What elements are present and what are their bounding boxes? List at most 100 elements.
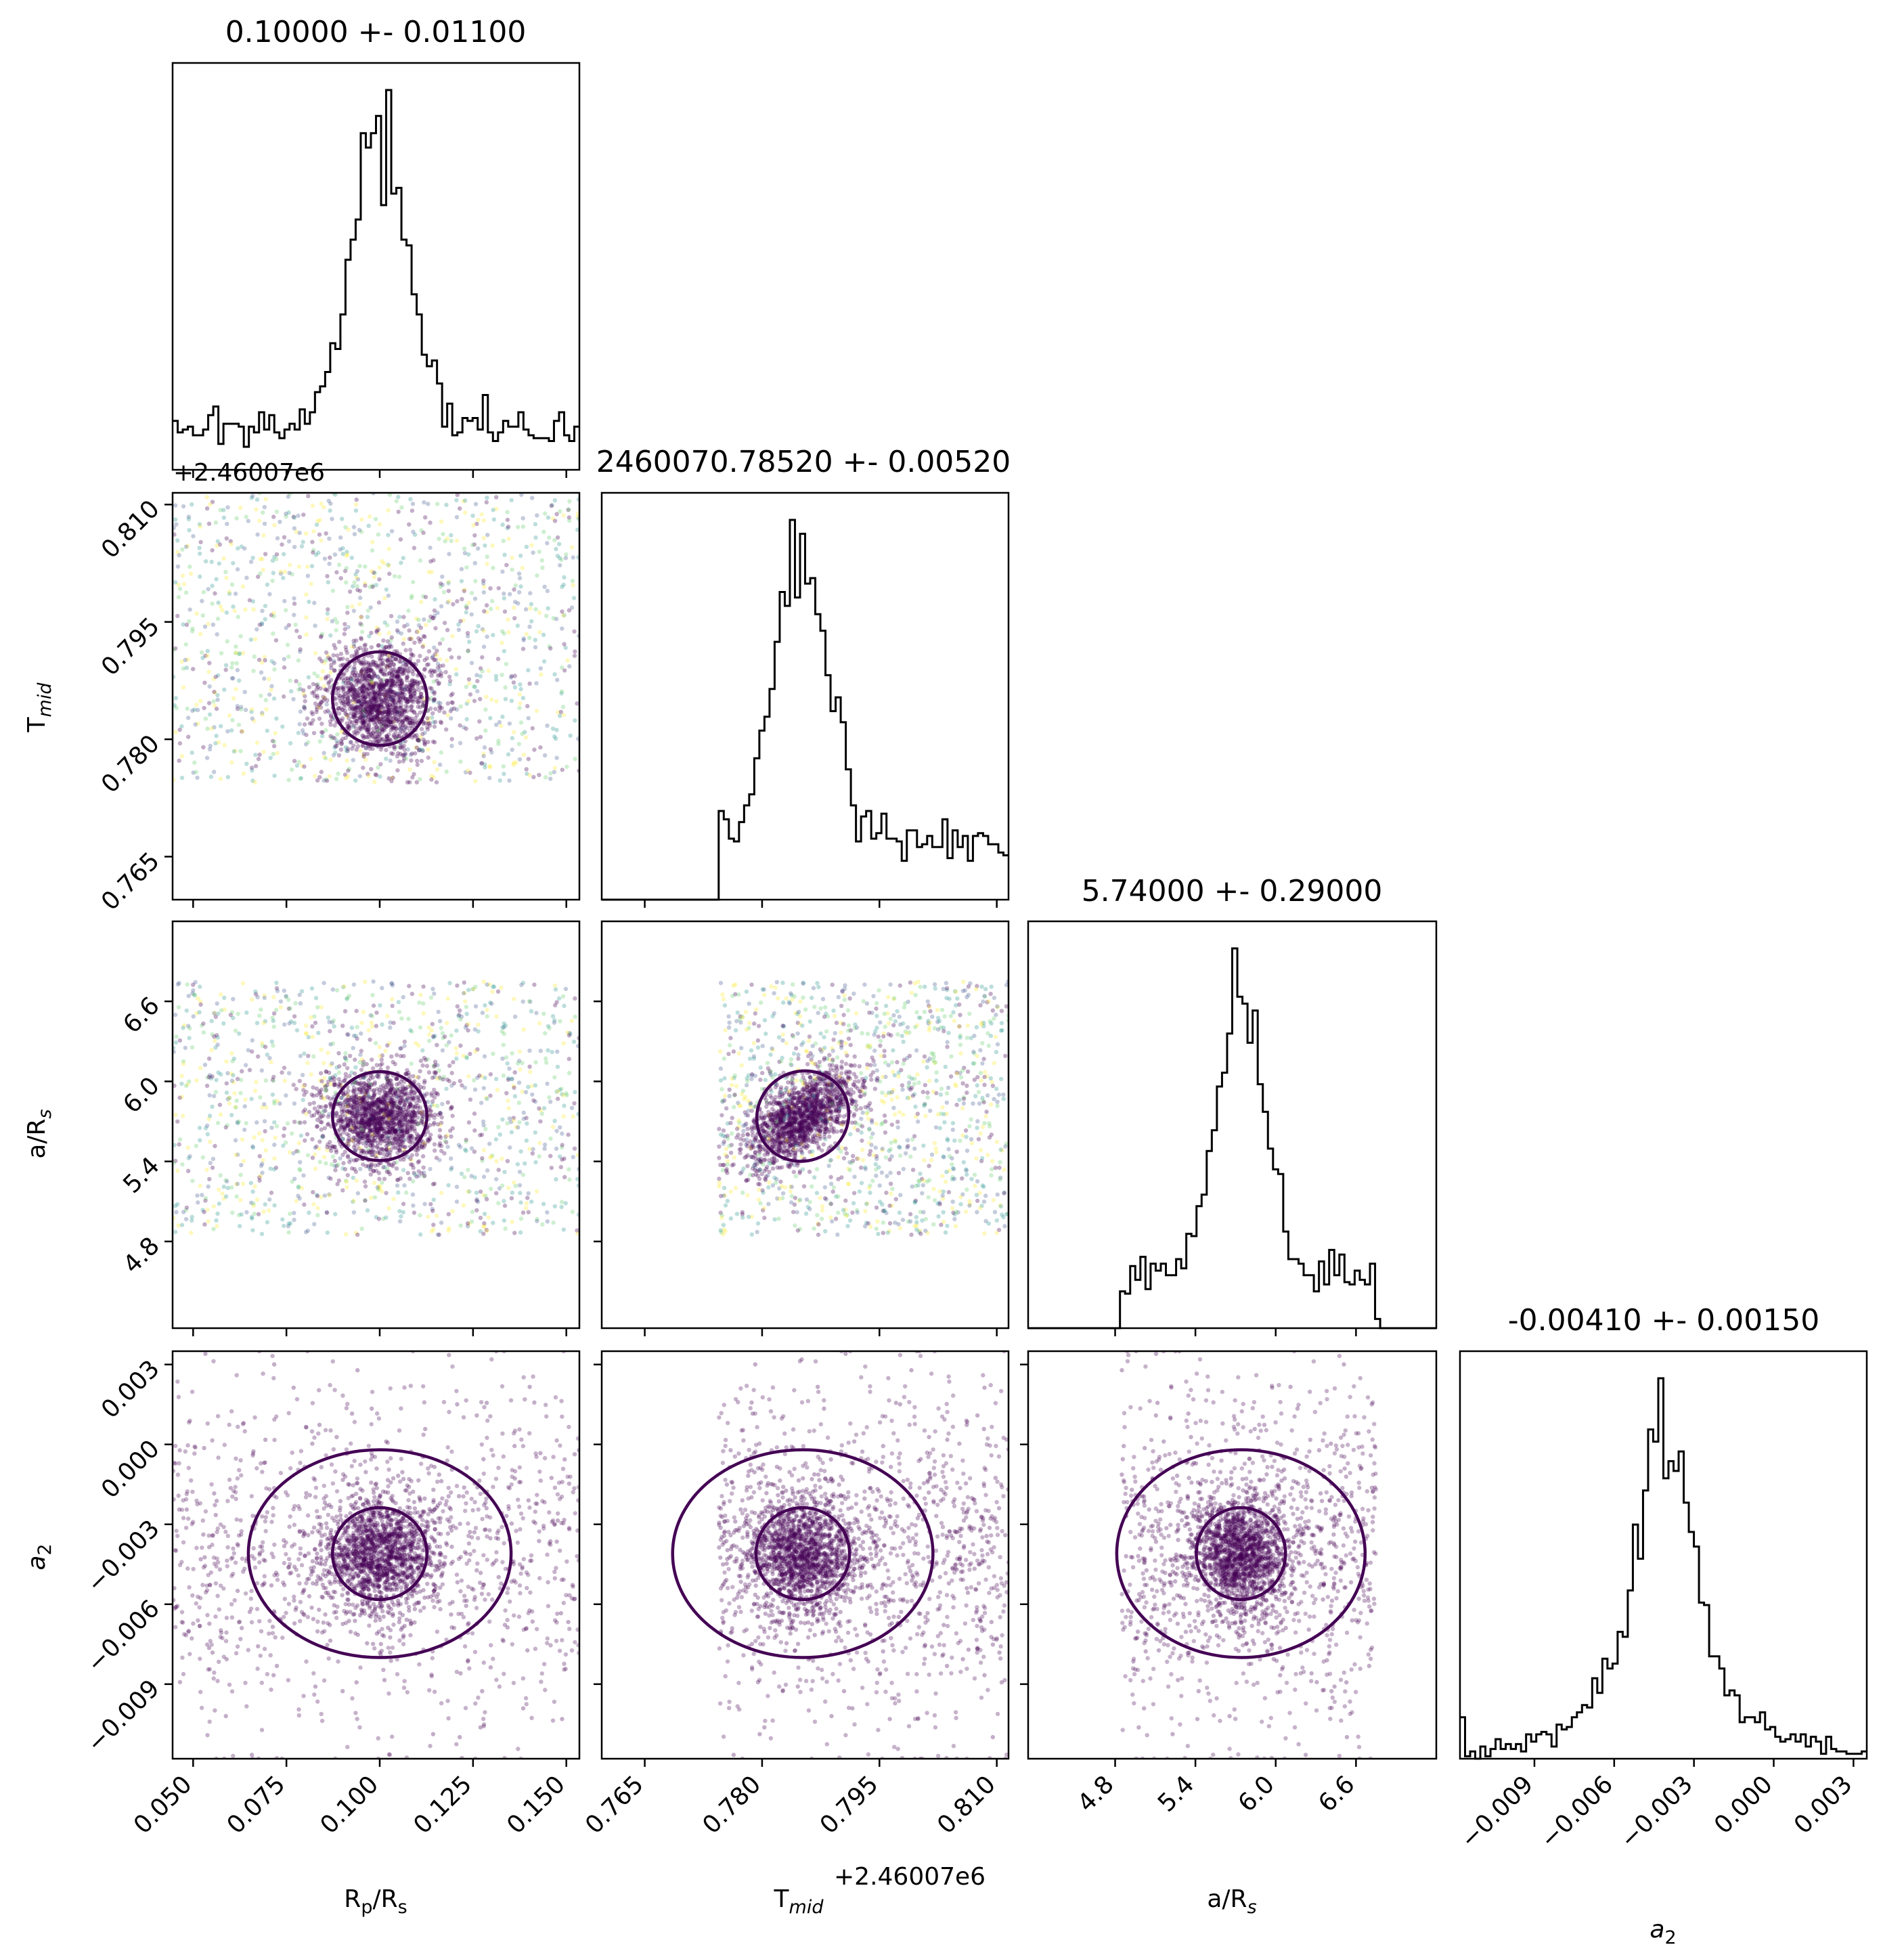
scatter-point	[319, 1105, 324, 1110]
scatter-point	[363, 725, 368, 730]
scatter-point	[241, 1181, 246, 1187]
scatter-point	[364, 728, 369, 732]
scatter-point	[470, 1209, 475, 1214]
scatter-point	[210, 1165, 215, 1170]
scatter-point	[351, 698, 356, 703]
scatter-point	[517, 705, 522, 711]
scatter-point	[376, 681, 381, 686]
scatter-point	[398, 666, 403, 671]
scatter-point	[357, 699, 362, 704]
scatter-point	[368, 695, 373, 701]
scatter-point	[227, 713, 232, 718]
scatter-point	[395, 1053, 399, 1057]
scatter-point	[240, 729, 245, 734]
scatter-point	[399, 1080, 403, 1084]
scatter-point	[472, 533, 477, 538]
scatter-point	[411, 682, 416, 686]
scatter-point	[401, 695, 405, 699]
scatter-point	[363, 714, 368, 718]
scatter-point	[389, 715, 393, 720]
scatter-point	[361, 667, 366, 672]
scatter-point	[312, 671, 317, 676]
scatter-point	[336, 711, 342, 716]
scatter-point	[546, 1024, 551, 1029]
scatter-point	[361, 718, 366, 724]
scatter-point	[359, 686, 364, 691]
scatter-point	[430, 739, 436, 744]
scatter-point	[464, 1005, 469, 1009]
scatter-point	[402, 756, 407, 761]
scatter-point	[311, 1189, 315, 1195]
scatter-point	[370, 1098, 375, 1103]
scatter-point	[385, 739, 390, 744]
scatter-point	[375, 707, 380, 712]
scatter-point	[271, 1024, 276, 1029]
scatter-point	[421, 530, 426, 535]
scatter-point	[521, 695, 526, 701]
scatter-point	[370, 1066, 376, 1071]
scatter-point	[289, 689, 294, 694]
scatter-point	[250, 1216, 254, 1221]
scatter-point	[402, 747, 407, 752]
scatter-point	[383, 695, 388, 700]
scatter-point	[389, 529, 395, 533]
scatter-point	[385, 690, 390, 695]
scatter-point	[545, 588, 550, 594]
scatter-point	[377, 577, 382, 582]
scatter-point	[449, 1070, 454, 1076]
scatter-point	[399, 561, 403, 565]
scatter-point	[194, 703, 199, 707]
scatter-point	[378, 652, 382, 657]
scatter-point	[364, 705, 369, 710]
scatter-point	[481, 578, 486, 583]
scatter-point	[274, 509, 280, 514]
scatter-point	[355, 1138, 361, 1143]
scatter-point	[385, 1074, 390, 1078]
scatter-point	[327, 1193, 332, 1198]
scatter-point	[440, 1101, 445, 1107]
scatter-point	[339, 685, 344, 690]
scatter-point	[326, 681, 331, 686]
scatter-point	[368, 739, 373, 744]
scatter-point	[384, 737, 389, 742]
scatter-point	[562, 575, 567, 579]
scatter-point	[466, 699, 471, 704]
scatter-point	[558, 563, 562, 568]
scatter-point	[360, 682, 365, 687]
scatter-point	[410, 502, 416, 506]
scatter-point	[353, 502, 359, 507]
scatter-point	[236, 546, 240, 551]
scatter-point	[369, 717, 374, 722]
scatter-point	[374, 715, 379, 720]
scatter-point	[408, 690, 414, 695]
scatter-point	[328, 508, 332, 513]
scatter-point	[357, 728, 361, 733]
scatter-point	[523, 730, 527, 734]
scatter-point	[328, 555, 332, 560]
scatter-point	[378, 1133, 382, 1139]
scatter-point	[416, 682, 420, 686]
scatter-point	[215, 616, 221, 621]
scatter-point	[389, 689, 394, 694]
scatter-point	[381, 638, 386, 643]
scatter-point	[459, 579, 464, 584]
scatter-point	[369, 1082, 374, 1088]
scatter-point	[323, 1108, 328, 1114]
scatter-point	[263, 698, 268, 703]
scatter-point	[394, 692, 399, 697]
scatter-point	[205, 1132, 210, 1137]
scatter-point	[403, 751, 408, 756]
scatter-point	[348, 676, 353, 681]
scatter-point	[379, 702, 384, 707]
scatter-point	[397, 699, 401, 704]
scatter-point	[439, 674, 444, 679]
scatter-point	[313, 623, 317, 628]
scatter-point	[208, 774, 214, 779]
scatter-point	[359, 529, 364, 534]
scatter-point	[370, 734, 375, 739]
scatter-point	[364, 686, 369, 690]
scatter-point	[481, 628, 486, 633]
scatter-point	[225, 505, 230, 510]
scatter-point	[360, 690, 366, 695]
scatter-point	[542, 1146, 547, 1151]
